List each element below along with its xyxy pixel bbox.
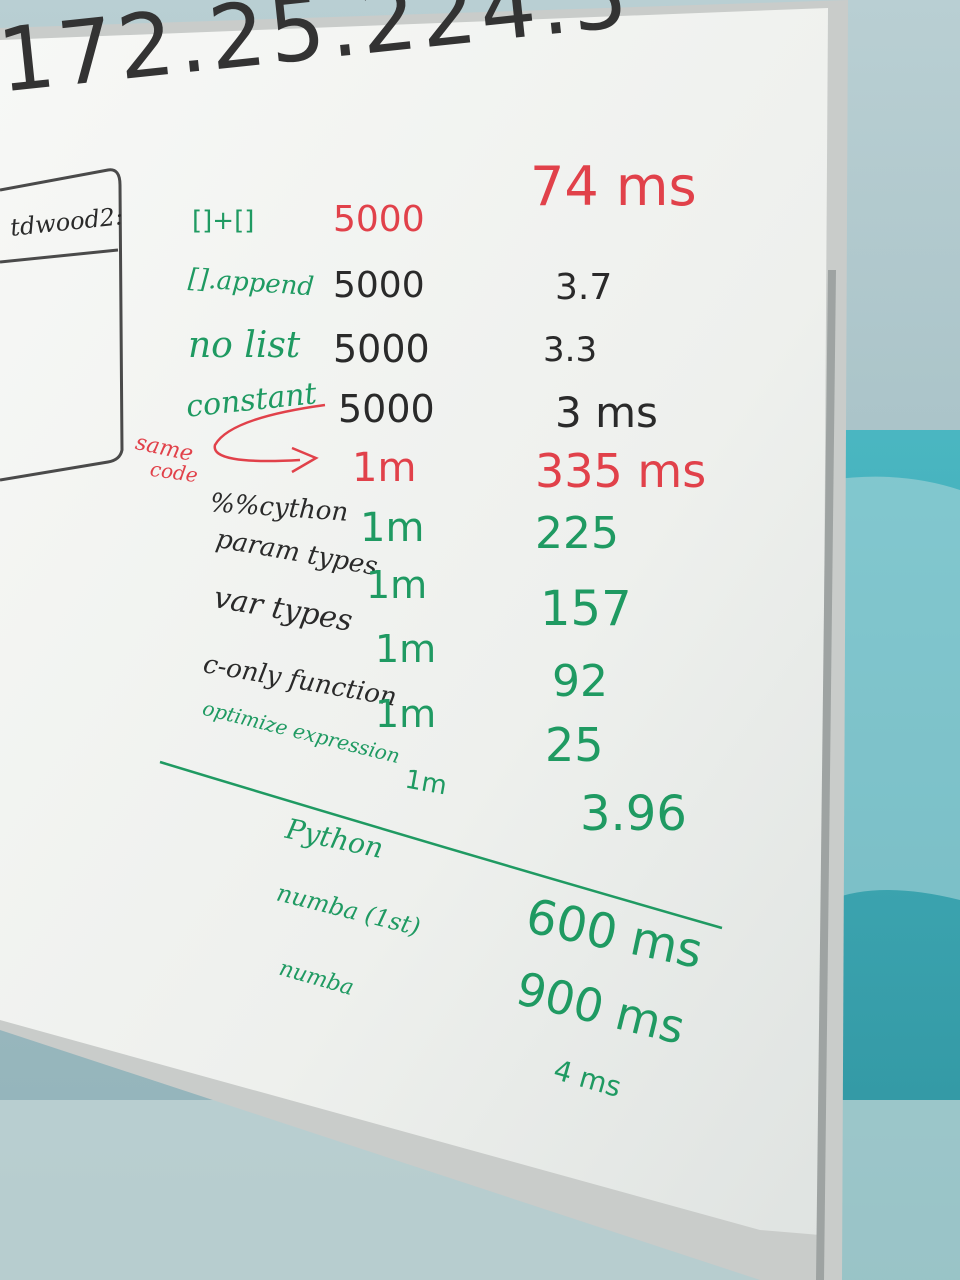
row-count: 1m <box>366 563 428 607</box>
row-time: 3.3 <box>543 330 598 370</box>
window-drawing-outline <box>0 168 124 482</box>
row-time: 3.7 <box>555 267 613 308</box>
row-count: 1m <box>360 505 425 551</box>
whiteboard-surface <box>0 8 828 1235</box>
red-arrow-curve <box>213 403 326 463</box>
row-label: []+[] <box>192 206 255 236</box>
row-label: no list <box>188 325 301 366</box>
row-time: 92 <box>552 656 608 707</box>
row-time: 335 ms <box>535 444 707 498</box>
row-time: 3 ms <box>555 388 658 437</box>
row-count: 1m <box>375 692 437 736</box>
row-time: 3.96 <box>580 786 687 842</box>
row-time: 157 <box>540 581 632 637</box>
row-count: 1m <box>375 627 437 671</box>
row-count: 1m <box>352 445 417 491</box>
row-time: 225 <box>535 508 619 559</box>
row-time: 25 <box>545 718 604 772</box>
teal-wall-curve <box>830 476 960 900</box>
row-count: 5000 <box>333 327 430 371</box>
red-arrow-head <box>291 446 319 474</box>
row-count: 5000 <box>338 387 435 431</box>
row-count: 1m <box>402 764 450 802</box>
row-time: 74 ms <box>530 155 697 218</box>
window-drawing-titlebar-line <box>0 248 119 264</box>
side-note-line2: code <box>148 456 200 488</box>
row-count: 5000 <box>333 199 425 240</box>
green-separator-line <box>159 760 723 930</box>
row-count: 5000 <box>333 265 425 306</box>
whiteboard-right-rail <box>816 269 836 1280</box>
